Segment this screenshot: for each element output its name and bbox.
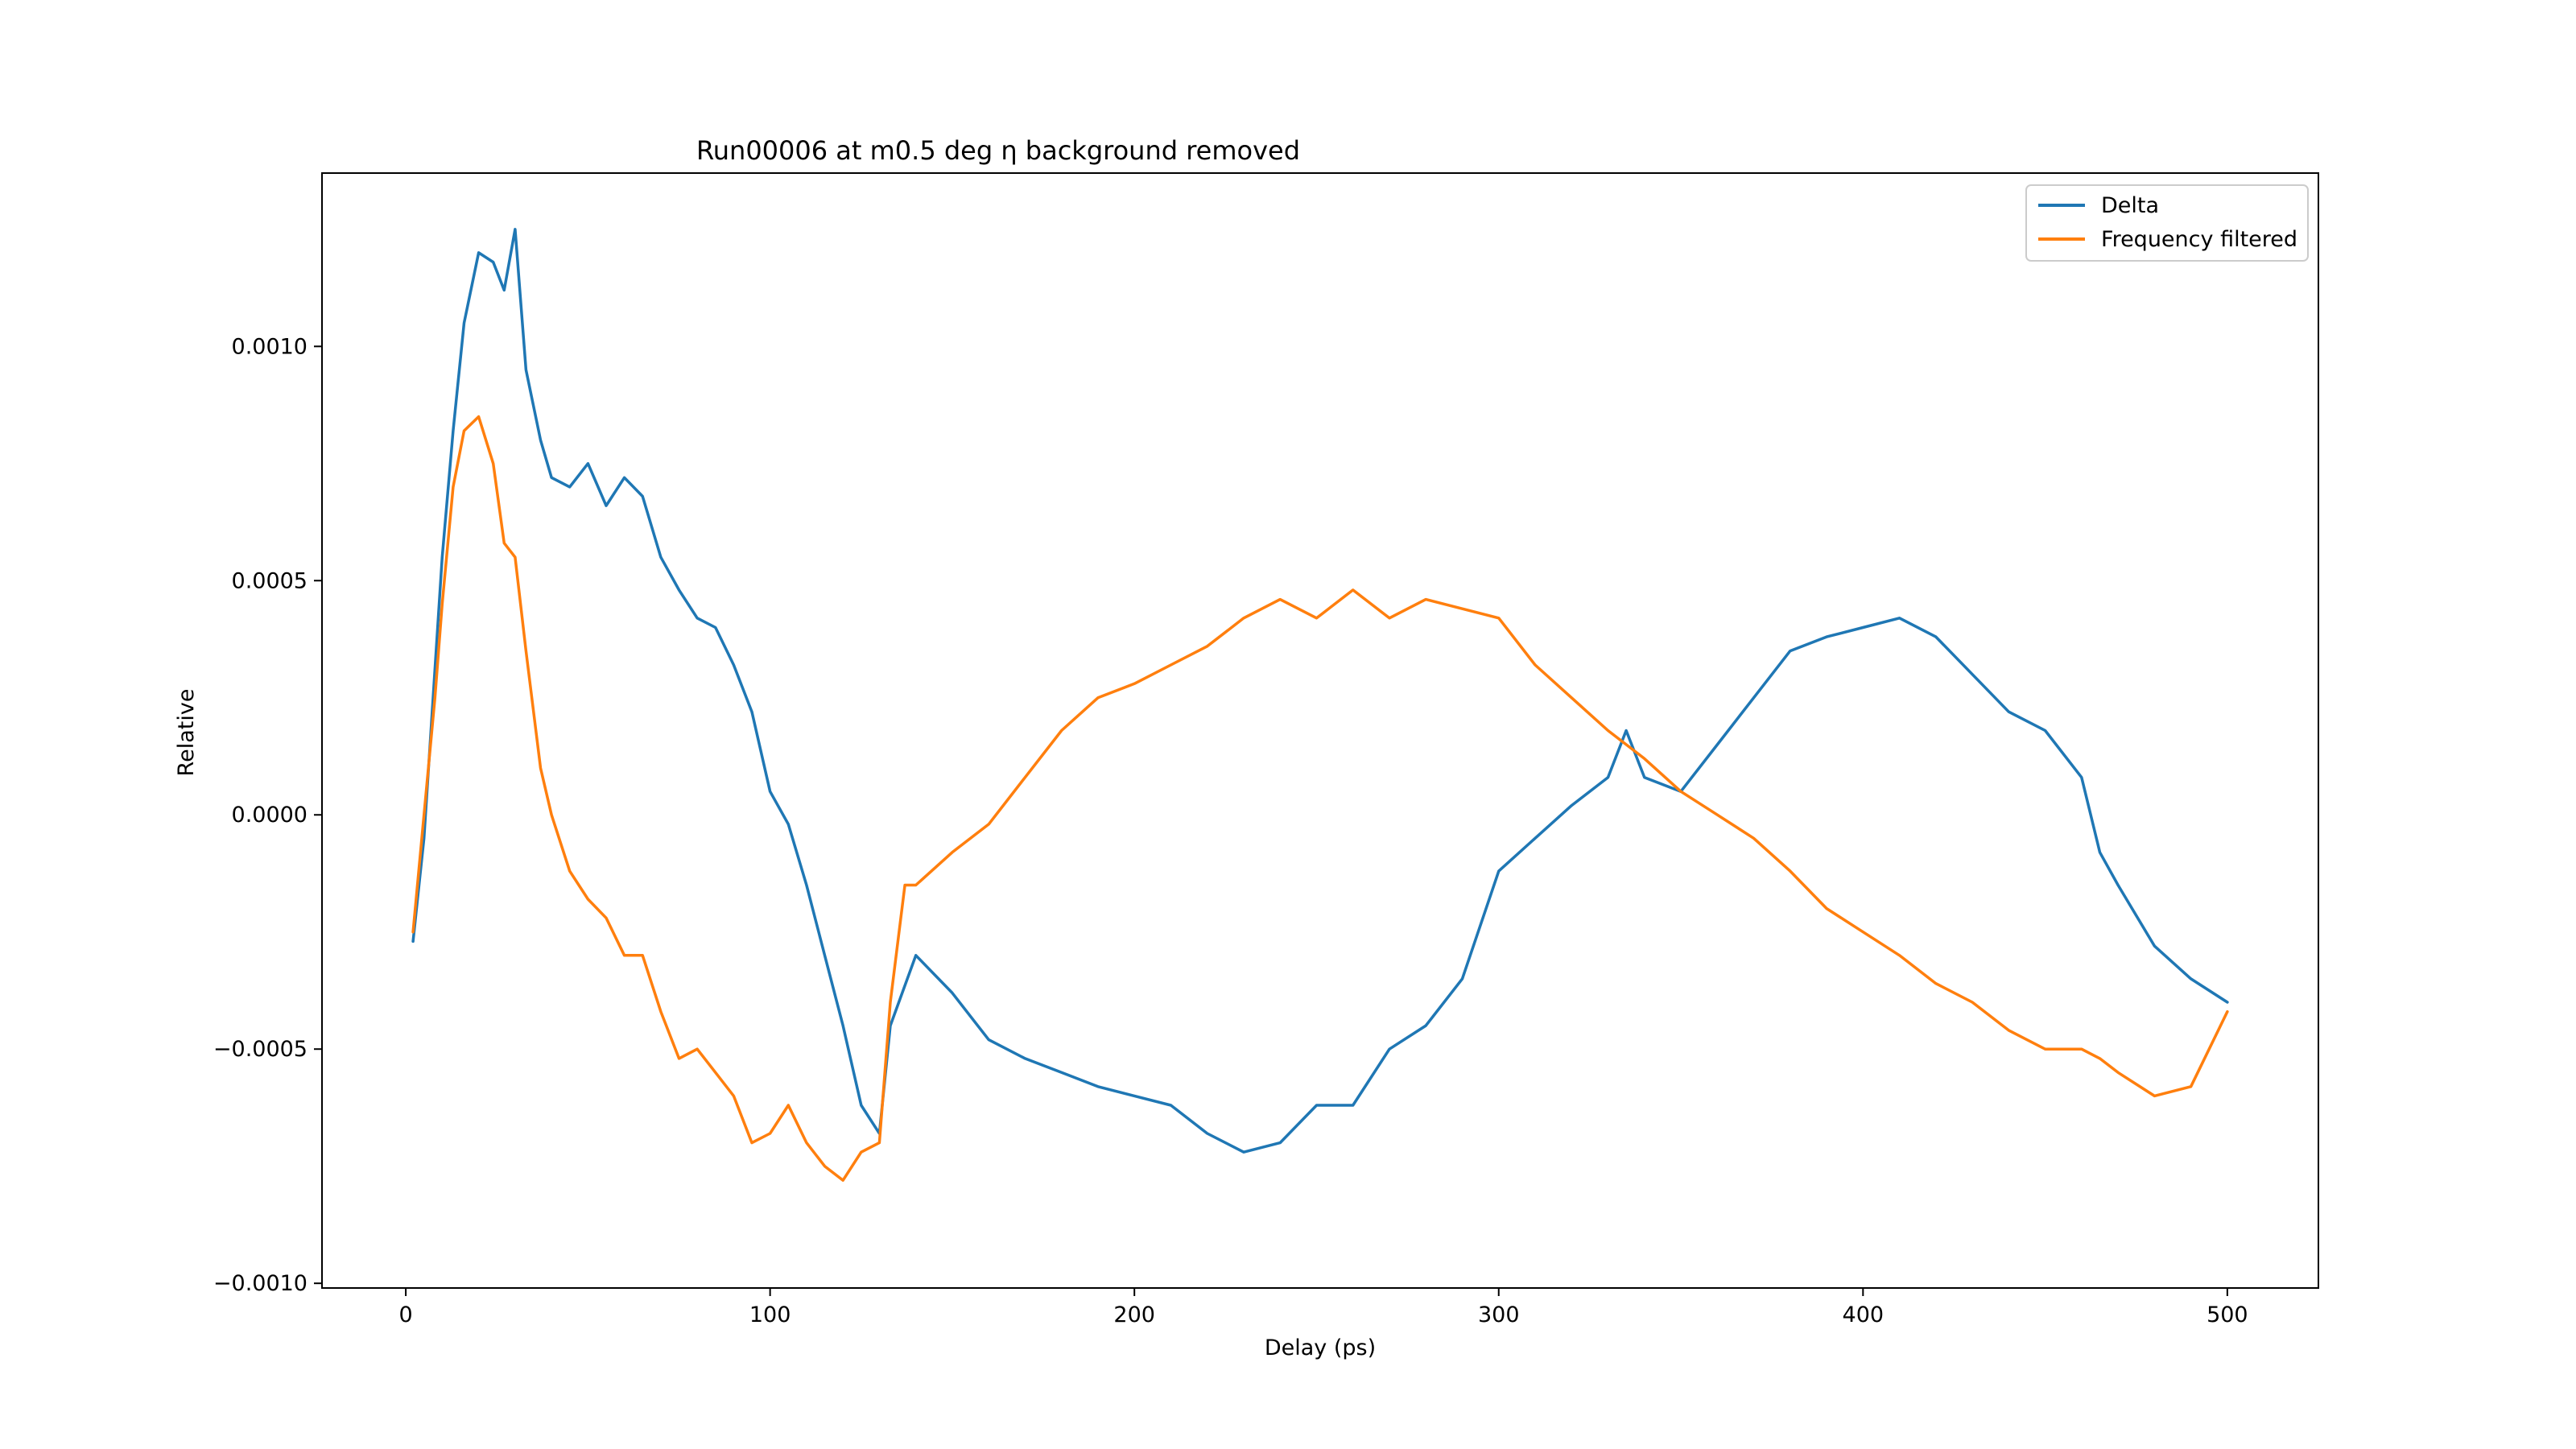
x-tick-label: 400 [1843,1302,1885,1327]
x-tick-label: 0 [398,1302,412,1327]
chart-title: Run00006 at m0.5 deg η background remove… [696,135,1300,166]
y-axis: −0.0010 −0.0005 0.0000 0.0005 0.0010 [213,334,322,1296]
series-line-delta [411,228,2229,1154]
x-tick-label: 100 [749,1302,791,1327]
x-tick-label: 300 [1478,1302,1520,1327]
y-tick-label: −0.0005 [213,1037,308,1062]
x-tick-label: 200 [1113,1302,1155,1327]
legend-label-delta: Delta [2101,193,2159,218]
x-axis-label: Delay (ps) [1265,1335,1376,1360]
series-line-frequency-filtered [411,415,2229,1182]
legend-label-frequency-filtered: Frequency filtered [2101,227,2297,252]
y-tick-label: 0.0000 [232,803,308,828]
legend-box [2025,184,2309,262]
y-axis-label: Relative [174,689,199,777]
x-axis: 0 100 200 300 400 500 [398,1288,2248,1327]
y-tick-label: 0.0005 [232,568,308,593]
plot-frame [321,172,2319,1289]
plot-background [322,173,2318,1288]
y-tick-label: 0.0010 [232,334,308,359]
x-tick-label: 500 [2207,1302,2248,1327]
legend: Delta Frequency filtered [2025,184,2309,262]
plot-area [321,172,2319,1289]
y-tick-label: −0.0010 [213,1271,308,1296]
series-layer [411,228,2229,1182]
